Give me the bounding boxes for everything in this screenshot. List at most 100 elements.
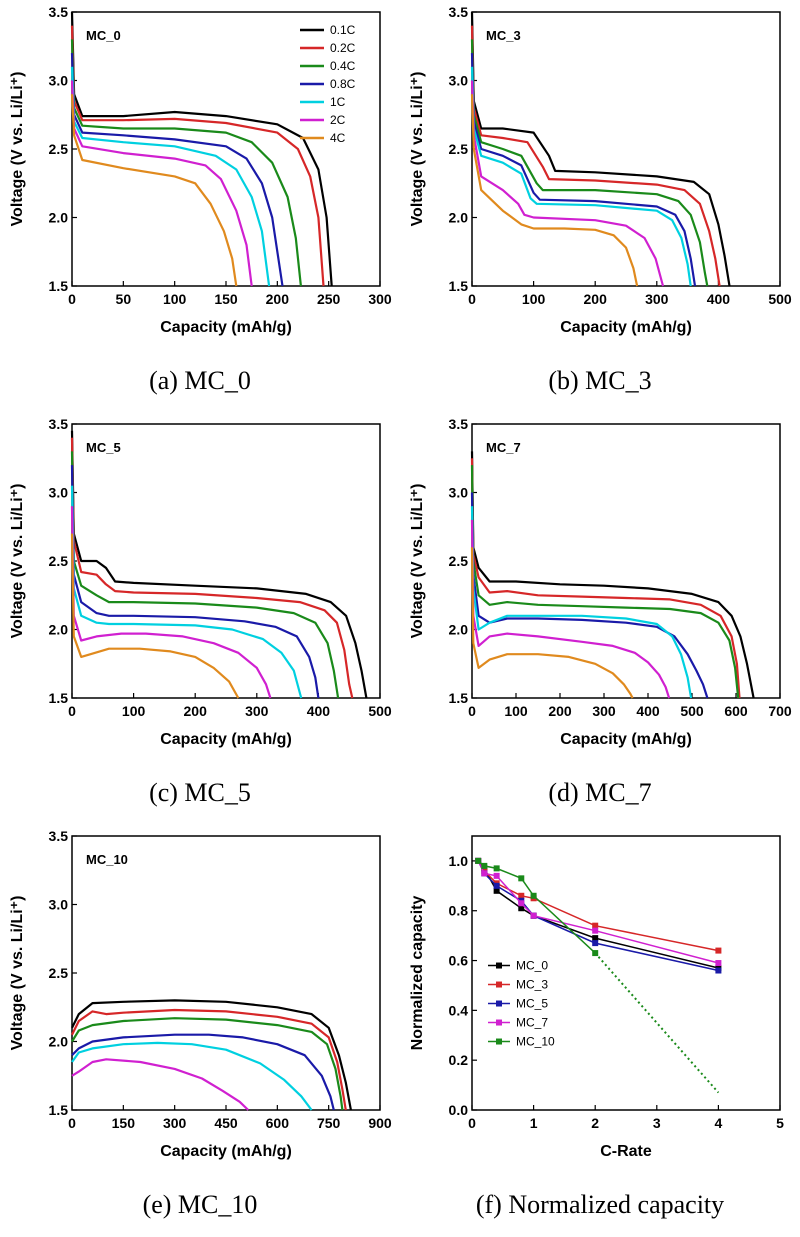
x-tick-label: 150	[214, 291, 238, 307]
caption-normalized: (f) Normalized capacity	[475, 1190, 725, 1219]
y-axis-label: Voltage (V vs. Li/Li⁺)	[9, 484, 26, 639]
x-tick-label: 2	[591, 1115, 599, 1131]
series-line-0-1c	[70, 11, 333, 287]
y-tick-label: 2.5	[49, 965, 69, 981]
panel-title: MC_0	[86, 28, 121, 43]
x-tick-label: 5	[776, 1115, 784, 1131]
data-point-mc-10	[481, 862, 488, 869]
caption-mc3: (b) MC_3	[548, 366, 652, 395]
x-tick-label: 400	[636, 703, 660, 719]
data-point-mc-7	[518, 900, 525, 907]
legend-label: MC_3	[516, 978, 548, 992]
series-line-0-8c	[470, 53, 697, 287]
x-tick-label: 450	[214, 1115, 238, 1131]
x-tick-label: 400	[707, 291, 731, 307]
y-tick-label: 2.5	[449, 141, 469, 157]
data-point-mc-7	[481, 870, 488, 877]
x-tick-label: 200	[184, 703, 208, 719]
x-tick-label: 0	[68, 1115, 76, 1131]
panel-mc7: 0 100 200 300 400 500 600 700 1.5 2.0 2.5 3.0 3.5 Cap…	[400, 412, 800, 824]
y-tick-label: 3.0	[49, 485, 69, 501]
legend-label: 0.2C	[330, 41, 356, 55]
series-line-2c	[470, 80, 665, 287]
y-axis-label: Voltage (V vs. Li/Li⁺)	[9, 896, 26, 1051]
series-line-0-2c	[70, 25, 325, 287]
series-line-0-8c	[470, 492, 709, 699]
series-line-mc-0	[477, 860, 719, 969]
data-point-mc-0	[518, 905, 525, 912]
x-tick-label: 100	[163, 291, 187, 307]
y-tick-label: 1.5	[449, 278, 469, 294]
voltage-chart-mc7: 0 100 200 300 400 500 600 700 1.5 2.0 2.5 3.0 3.5 Cap…	[409, 416, 792, 748]
data-point-mc-5	[493, 882, 500, 889]
series-line-0-4c	[470, 39, 709, 287]
x-tick-label: 900	[368, 1115, 392, 1131]
x-tick-label: 100	[504, 703, 528, 719]
series-line-2c	[71, 1058, 249, 1111]
voltage-chart-mc10: 0 150 300 450 600 750 900 1.5 2.0 2.5 3.0 3.5 Capaci…	[9, 828, 392, 1160]
y-tick-label: 0.0	[449, 1102, 469, 1118]
y-tick-label: 3.0	[49, 73, 69, 89]
y-tick-label: 3.5	[49, 416, 69, 432]
y-tick-label: 3.5	[49, 4, 69, 20]
data-point-mc-7	[493, 872, 500, 879]
x-tick-label: 3	[653, 1115, 661, 1131]
legend-label: 0.4C	[330, 59, 356, 73]
y-tick-label: 0.4	[449, 1002, 469, 1018]
data-point-mc-5	[715, 967, 722, 974]
x-tick-label: 1	[530, 1115, 538, 1131]
y-tick-label: 2.5	[449, 553, 469, 569]
y-tick-label: 3.5	[49, 828, 69, 844]
x-axis-label: Capacity (mAh/g)	[560, 731, 692, 748]
voltage-chart-mc5: 0 100 200 300 400 500 1.5 2.0 2.5 3.0 3.5 Capacity …	[9, 416, 392, 748]
panel-mc10: 0 150 300 450 600 750 900 1.5 2.0 2.5 3.0 3.5 Capaci…	[0, 824, 400, 1236]
series-dashed-mc-10	[594, 952, 720, 1094]
series-line-1c	[470, 66, 692, 287]
y-tick-label: 0.6	[449, 953, 469, 969]
legend-label: MC_0	[516, 959, 548, 973]
x-tick-label: 750	[317, 1115, 341, 1131]
x-tick-label: 4	[715, 1115, 723, 1131]
x-axis-label: Capacity (mAh/g)	[160, 1143, 292, 1160]
plot-frame	[71, 835, 381, 1111]
legend-label: MC_10	[516, 1035, 555, 1049]
series-line-0-2c	[470, 25, 721, 287]
plot-frame	[71, 423, 381, 699]
legend-marker-mc-0	[496, 962, 502, 969]
legend-label: MC_7	[516, 1016, 548, 1030]
x-tick-label: 250	[317, 291, 341, 307]
data-point-mc-10	[530, 892, 537, 899]
normalized-capacity-chart: 0 1 2 3 4 5 0.0 0.2 0.4 0.6 0.8 1.0 C-Rate Normalized…	[409, 835, 784, 1160]
series-line-2c	[70, 506, 272, 699]
y-tick-label: 0.2	[449, 1052, 469, 1068]
series-line-0-1c	[470, 11, 731, 287]
y-tick-label: 1.5	[449, 690, 469, 706]
x-tick-label: 0	[68, 703, 76, 719]
series-line-1c	[470, 506, 693, 699]
y-tick-label: 2.0	[449, 622, 469, 638]
x-tick-label: 0	[468, 1115, 476, 1131]
series-line-4c	[470, 94, 639, 287]
series-line-1c	[70, 485, 303, 699]
voltage-chart-mc0: 0 50 100 150 200 250 300 1.5 2.0 2.5 3.0 3.5 Capacit…	[9, 4, 392, 336]
data-point-mc-10	[475, 857, 482, 864]
y-tick-label: 2.0	[49, 210, 69, 226]
series-line-1c	[70, 66, 271, 287]
legend-label: 4C	[330, 131, 346, 145]
y-tick-label: 1.0	[449, 853, 469, 869]
series-line-0-2c	[470, 458, 741, 699]
x-tick-label: 400	[307, 703, 331, 719]
x-tick-label: 200	[266, 291, 290, 307]
caption-mc10: (e) MC_10	[142, 1190, 258, 1219]
series-line-4c	[470, 547, 634, 699]
x-tick-label: 600	[266, 1115, 290, 1131]
x-tick-label: 500	[768, 291, 792, 307]
x-tick-label: 150	[112, 1115, 136, 1131]
x-tick-label: 200	[584, 291, 608, 307]
y-tick-label: 0.8	[449, 903, 469, 919]
legend-marker-mc-5	[496, 1000, 502, 1007]
plot-frame	[471, 835, 781, 1111]
x-tick-label: 700	[768, 703, 792, 719]
series-line-0-2c	[71, 1008, 347, 1111]
series-line-1c	[71, 1041, 313, 1111]
